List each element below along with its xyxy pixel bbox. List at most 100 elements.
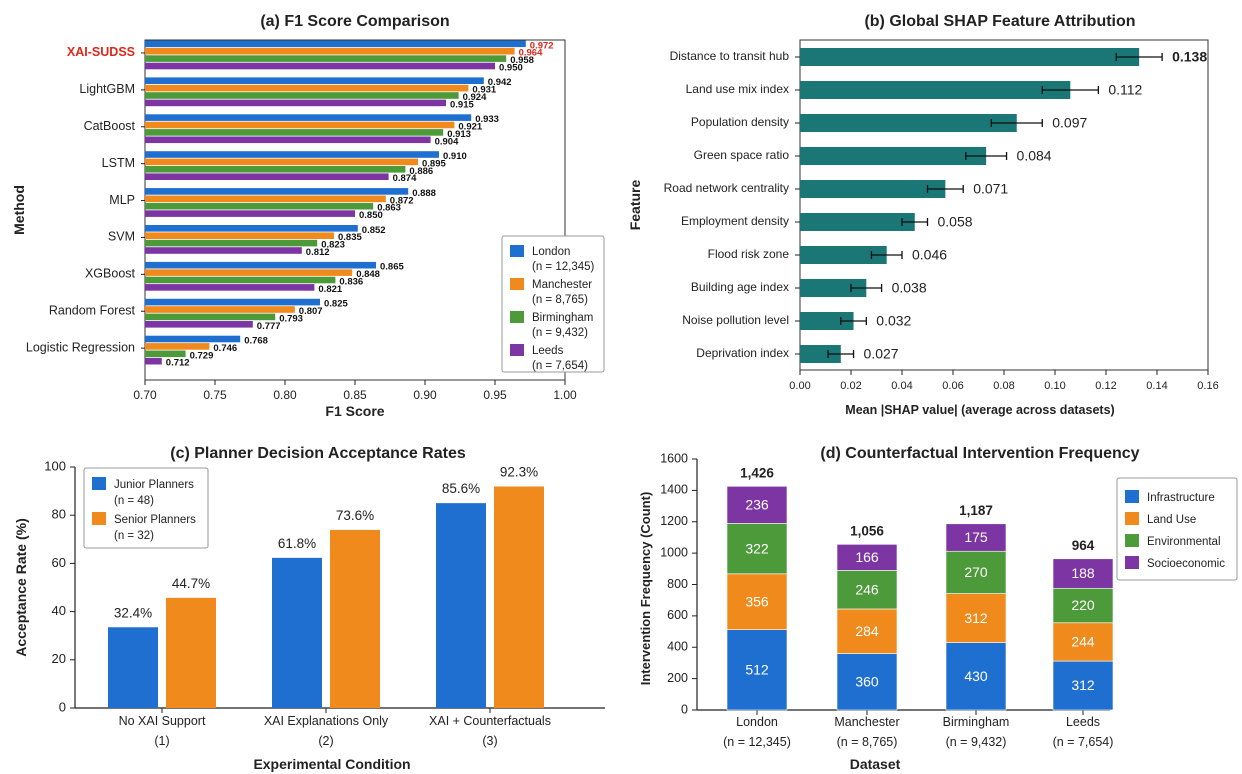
legend-label: Birmingham <box>532 312 593 324</box>
value-label: 0.910 <box>443 151 467 162</box>
stacked-segment <box>726 629 788 711</box>
bar <box>145 276 336 284</box>
y-tick-label: 1400 <box>660 483 688 497</box>
category-label: Manchester <box>834 715 899 729</box>
x-tick-label: 0.95 <box>483 388 507 402</box>
chart-title: (b) Global SHAP Feature Attribution <box>864 13 1135 30</box>
value-label: 0.821 <box>318 284 342 295</box>
value-label: 0.097 <box>1052 115 1087 131</box>
bar <box>145 55 507 62</box>
value-label: 44.7% <box>172 576 210 591</box>
bar <box>145 84 469 92</box>
legend-swatch <box>510 311 524 323</box>
legend-note: (n = 12,345) <box>532 261 595 273</box>
stacked-segment <box>945 550 1007 594</box>
segment-label: 356 <box>745 593 769 609</box>
category-label: XAI-SUDSS <box>67 45 135 59</box>
bar <box>145 350 186 358</box>
legend-label: Infrastructure <box>1147 492 1215 504</box>
feature-label: Population density <box>691 115 789 129</box>
y-tick-label: 100 <box>44 458 66 473</box>
value-label: 0.071 <box>973 181 1008 197</box>
legend-box <box>1116 477 1238 581</box>
category-label: Birmingham <box>943 715 1010 729</box>
stacked-segment <box>945 593 1007 643</box>
value-label: 0.825 <box>324 299 348 310</box>
value-label: 0.852 <box>362 225 386 236</box>
bar <box>145 47 515 55</box>
bar <box>145 77 484 84</box>
segment-label: 220 <box>1071 597 1095 613</box>
y-tick-label: 600 <box>667 608 688 622</box>
value-label: 0.921 <box>458 122 482 133</box>
value-label: 0.046 <box>912 247 947 263</box>
bar <box>436 503 486 708</box>
feature-label: Green space ratio <box>694 148 790 162</box>
bar <box>145 121 455 129</box>
segment-label: 175 <box>964 529 988 545</box>
category-note: (2) <box>318 734 333 748</box>
bar <box>330 529 380 708</box>
category-note: (1) <box>154 734 169 748</box>
legend-swatch <box>510 278 524 290</box>
x-tick-label: 1.00 <box>553 388 577 402</box>
segment-label: 270 <box>964 564 988 580</box>
stacked-segment <box>726 523 788 575</box>
value-label: 0.865 <box>380 262 404 273</box>
category-label: Logistic Regression <box>26 340 135 354</box>
bar <box>145 247 302 254</box>
value-label: 0.712 <box>166 358 190 369</box>
bar <box>145 321 253 328</box>
legend-swatch <box>1125 490 1139 503</box>
bar <box>145 239 318 247</box>
category-note: (n = 8,765) <box>837 735 898 749</box>
bar <box>145 335 241 343</box>
stacked-segment <box>1052 587 1114 624</box>
stacked-segment <box>836 544 898 571</box>
value-label: 0.835 <box>338 232 362 243</box>
legend-label: Senior Planners <box>114 514 196 526</box>
feature-label: Road network centrality <box>664 181 789 195</box>
bar <box>145 173 389 180</box>
legend-swatch <box>92 477 106 490</box>
value-label: 0.964 <box>519 48 543 59</box>
y-tick-label: 800 <box>667 577 688 591</box>
value-label: 0.084 <box>1017 148 1052 164</box>
y-tick-label: 1600 <box>660 451 688 465</box>
bar <box>145 92 459 99</box>
stacked-segment <box>1052 558 1114 589</box>
bar <box>145 343 210 350</box>
category-label: XGBoost <box>85 267 136 281</box>
legend-swatch <box>510 245 524 257</box>
y-tick-label: 0 <box>59 699 66 714</box>
category-label: LSTM <box>102 156 135 170</box>
x-tick-label: 0.12 <box>1095 380 1116 392</box>
value-label: 0.027 <box>864 346 899 362</box>
legend: London (n = 12,345) Manchester (n = 8,765) B… <box>501 235 605 373</box>
legend-box <box>501 235 605 373</box>
feature-label: Noise pollution level <box>682 313 789 327</box>
category-note: (n = 9,432) <box>946 735 1007 749</box>
legend-note: (n = 48) <box>114 495 154 507</box>
x-axis-label: Mean |SHAP value| (average across datase… <box>845 403 1114 417</box>
category-label: LightGBM <box>79 82 135 96</box>
segment-label: 512 <box>745 662 769 678</box>
value-label: 0.931 <box>472 85 496 96</box>
value-label: 0.812 <box>306 247 330 258</box>
bar <box>145 166 406 173</box>
category-label: XAI Explanations Only <box>264 714 389 728</box>
value-label: 0.746 <box>213 343 237 354</box>
y-tick-label: 40 <box>52 603 66 618</box>
x-tick-label: 0.70 <box>133 388 157 402</box>
bar <box>145 136 431 144</box>
y-tick-label: 60 <box>52 555 66 570</box>
x-tick-label: 0.08 <box>993 380 1014 392</box>
bar <box>145 151 439 158</box>
bar <box>145 269 353 276</box>
x-tick-label: 0.90 <box>413 388 437 402</box>
x-axis-label: Experimental Condition <box>253 756 410 772</box>
feature-label: Land use mix index <box>686 82 789 96</box>
legend: Infrastructure Land Use Environmental Socio… <box>1116 477 1238 581</box>
bar <box>145 129 444 136</box>
